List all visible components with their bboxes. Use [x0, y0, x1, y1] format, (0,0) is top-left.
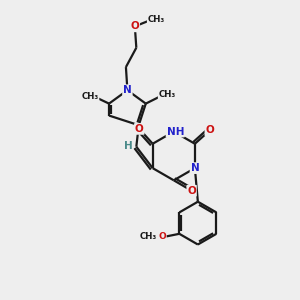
- Text: CH₃: CH₃: [81, 92, 99, 101]
- Text: O: O: [130, 21, 139, 32]
- Text: NH: NH: [167, 127, 184, 136]
- Text: O: O: [206, 125, 214, 135]
- Text: H: H: [124, 141, 132, 151]
- Text: O: O: [158, 232, 166, 241]
- Text: N: N: [190, 163, 199, 173]
- Text: O: O: [187, 186, 196, 196]
- Text: CH₃: CH₃: [159, 90, 176, 99]
- Text: O: O: [135, 124, 144, 134]
- Text: N: N: [123, 85, 132, 95]
- Text: CH₃: CH₃: [140, 232, 157, 241]
- Text: CH₃: CH₃: [148, 15, 165, 24]
